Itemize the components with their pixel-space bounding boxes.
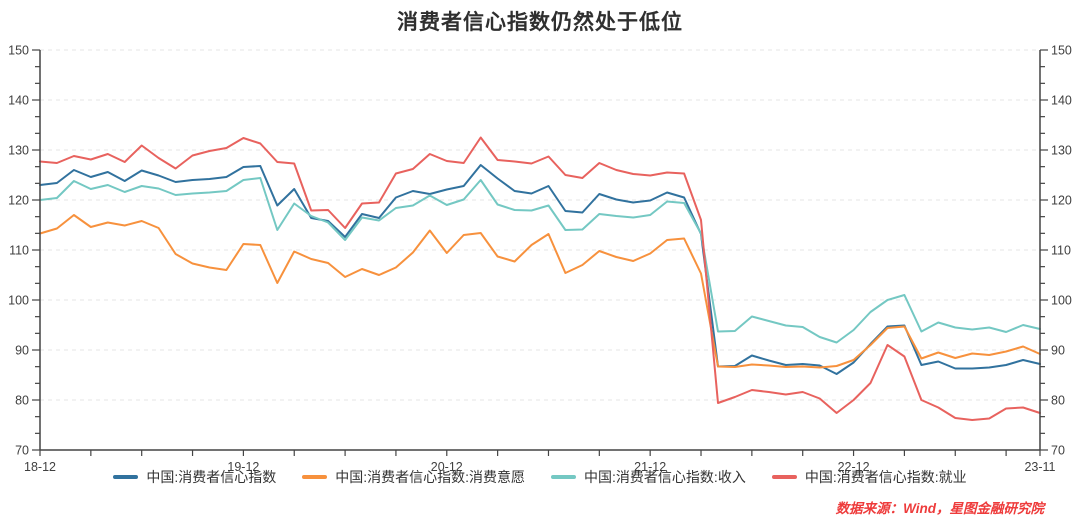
legend-label: 中国:消费者信心指数:消费意愿	[335, 469, 526, 485]
y-tick-label-right: 70	[1051, 444, 1065, 458]
legend-label: 中国:消费者信心指数:收入	[584, 469, 746, 485]
x-tick-label: 21-12	[634, 460, 666, 474]
series-line-0	[39, 164, 1041, 375]
legend-line-swatch	[771, 475, 797, 479]
y-tick-label-left: 110	[9, 244, 29, 258]
x-tick-label: 22-12	[838, 460, 870, 474]
y-tick-label-right: 130	[1051, 144, 1072, 158]
y-tick-label-left: 140	[8, 94, 29, 108]
legend-line-swatch	[551, 475, 577, 479]
legend-label: 中国:消费者信心指数	[146, 469, 277, 485]
x-tick-label: 20-12	[431, 460, 463, 474]
y-tick-label-right: 100	[1051, 294, 1072, 308]
chart-title: 消费者信心指数仍然处于低位	[397, 11, 683, 34]
y-tick-label-left: 80	[15, 394, 29, 408]
y-tick-label-right: 110	[1051, 244, 1071, 258]
series-line-3	[39, 136, 1041, 421]
series-line-1	[39, 214, 1041, 369]
y-tick-label-right: 140	[1051, 94, 1072, 108]
legend-label: 中国:消费者信心指数:就业	[804, 469, 967, 485]
x-tick-label: 19-12	[227, 460, 259, 474]
y-tick-label-left: 100	[8, 294, 29, 308]
legend-item: 中国:消费者信心指数:收入	[551, 467, 746, 487]
legend-line-swatch	[113, 475, 139, 479]
source-note: 数据来源：Wind，星图金融研究院	[835, 501, 1044, 516]
y-tick-label-left: 120	[8, 194, 29, 208]
y-tick-label-right: 150	[1051, 44, 1072, 58]
y-tick-label-right: 90	[1051, 344, 1065, 358]
legend-item: 中国:消费者信心指数:消费意愿	[302, 467, 525, 487]
legend-item: 中国:消费者信心指数	[113, 467, 276, 487]
y-tick-label-left: 70	[15, 444, 29, 458]
y-tick-label-right: 80	[1051, 394, 1065, 408]
y-tick-label-left: 90	[15, 344, 29, 358]
x-tick-label: 23-11	[1024, 460, 1055, 474]
y-tick-label-left: 150	[8, 44, 29, 58]
legend-line-swatch	[302, 475, 328, 479]
y-tick-label-right: 120	[1051, 194, 1072, 208]
y-tick-label-left: 130	[8, 144, 29, 158]
chart-legend: 中国:消费者信心指数 中国:消费者信心指数:消费意愿 中国:消费者信心指数:收入…	[0, 467, 1080, 487]
series-line-2	[39, 177, 1041, 344]
x-tick-label: 18-12	[24, 460, 56, 474]
legend-item: 中国:消费者信心指数:就业	[771, 467, 967, 487]
